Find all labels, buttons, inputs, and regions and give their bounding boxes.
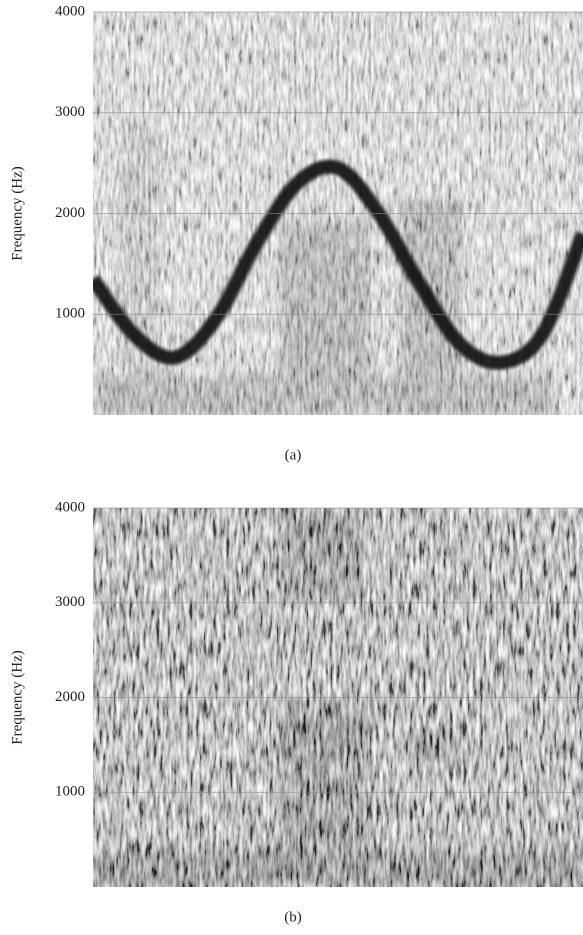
y-axis-label: Frequency (Hz) xyxy=(9,650,25,745)
caption: (b) xyxy=(284,909,302,925)
y-tick-label: 1000 xyxy=(55,784,85,800)
curve-group xyxy=(93,159,583,370)
y-tick-label: 3000 xyxy=(55,594,85,610)
y-tick-label: 2000 xyxy=(55,689,85,705)
y-tick-label: 3000 xyxy=(55,104,85,120)
y-tick-label: 1000 xyxy=(55,306,85,322)
y-tick-label: 4000 xyxy=(55,499,85,515)
y-axis-label: Frequency (Hz) xyxy=(9,166,25,261)
sweep-curve xyxy=(93,159,583,370)
y-tick-label: 4000 xyxy=(55,3,85,19)
caption: (a) xyxy=(285,447,302,463)
y-tick-label: 2000 xyxy=(55,205,85,221)
